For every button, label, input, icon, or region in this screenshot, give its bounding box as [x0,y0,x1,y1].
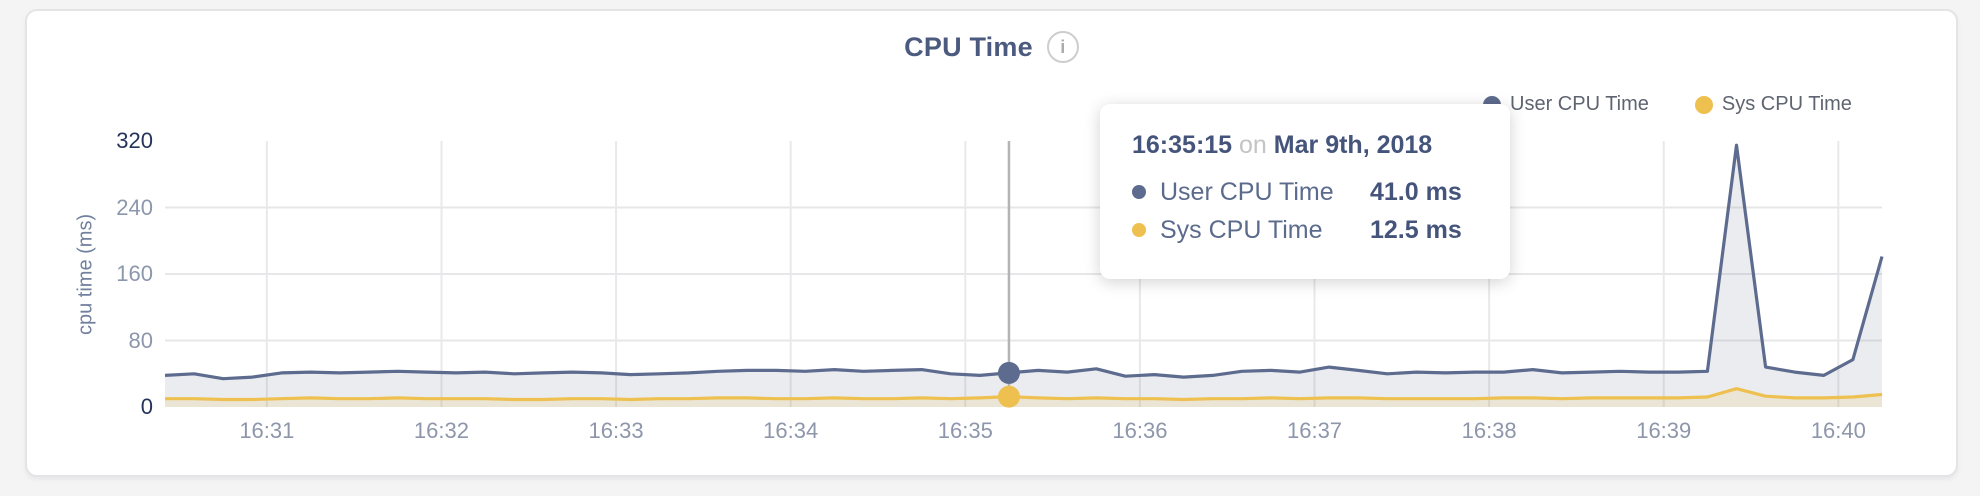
sys-cpu-legend-dot-icon [1694,95,1713,114]
chart-header: CPU Time i [27,31,1956,63]
x-tick-label: 16:32 [413,418,469,443]
sys-cpu-dot-icon [1132,223,1146,237]
cpu-time-card: CPU Time i User CPU Time Sys CPU Time cp… [25,9,1958,477]
x-tick-label: 16:33 [588,418,644,443]
tooltip-series-value: 12.5 ms [1370,215,1462,244]
tooltip-connector: on [1239,131,1267,159]
cpu-time-chart[interactable] [164,141,1884,408]
legend-item-sys-cpu[interactable]: Sys CPU Time [1694,93,1852,116]
tooltip-series-label: User CPU Time [1160,177,1334,206]
x-tick-label: 16:34 [763,418,819,443]
tooltip-date: Mar 9th, 2018 [1273,131,1433,159]
tooltip-time: 16:35:15 [1132,131,1233,159]
x-tick-label: 16:31 [239,418,295,443]
tooltip-series-label: Sys CPU Time [1160,215,1323,244]
info-icon[interactable]: i [1046,31,1079,63]
chart-title: CPU Time [904,31,1033,62]
tooltip-header: 16:35:15 on Mar 9th, 2018 [1132,131,1478,160]
y-tick-label: 240 [116,194,153,220]
chart-tooltip: 16:35:15 on Mar 9th, 2018 User CPU Time … [1100,104,1510,279]
y-tick-label: 0 [140,394,153,419]
tooltip-row-sys-cpu: Sys CPU Time 12.5 ms [1132,211,1478,249]
legend-label: Sys CPU Time [1721,93,1852,115]
legend-label: User CPU Time [1510,93,1649,115]
tooltip-series-value: 41.0 ms [1370,177,1462,206]
x-tick-label: 16:39 [1636,418,1692,443]
x-tick-label: 16:36 [1112,418,1168,443]
x-tick-label: 16:40 [1810,418,1866,443]
user-cpu-dot-icon [1132,185,1146,199]
chart-legend: User CPU Time Sys CPU Time [1483,93,1852,116]
y-tick-label: 320 [116,128,153,153]
y-tick-label: 80 [128,327,153,353]
y-tick-label: 160 [116,261,153,286]
tooltip-row-user-cpu: User CPU Time 41.0 ms [1132,173,1478,211]
x-tick-label: 16:37 [1286,418,1343,443]
x-tick-label: 16:35 [937,418,993,443]
x-tick-label: 16:38 [1461,418,1517,443]
